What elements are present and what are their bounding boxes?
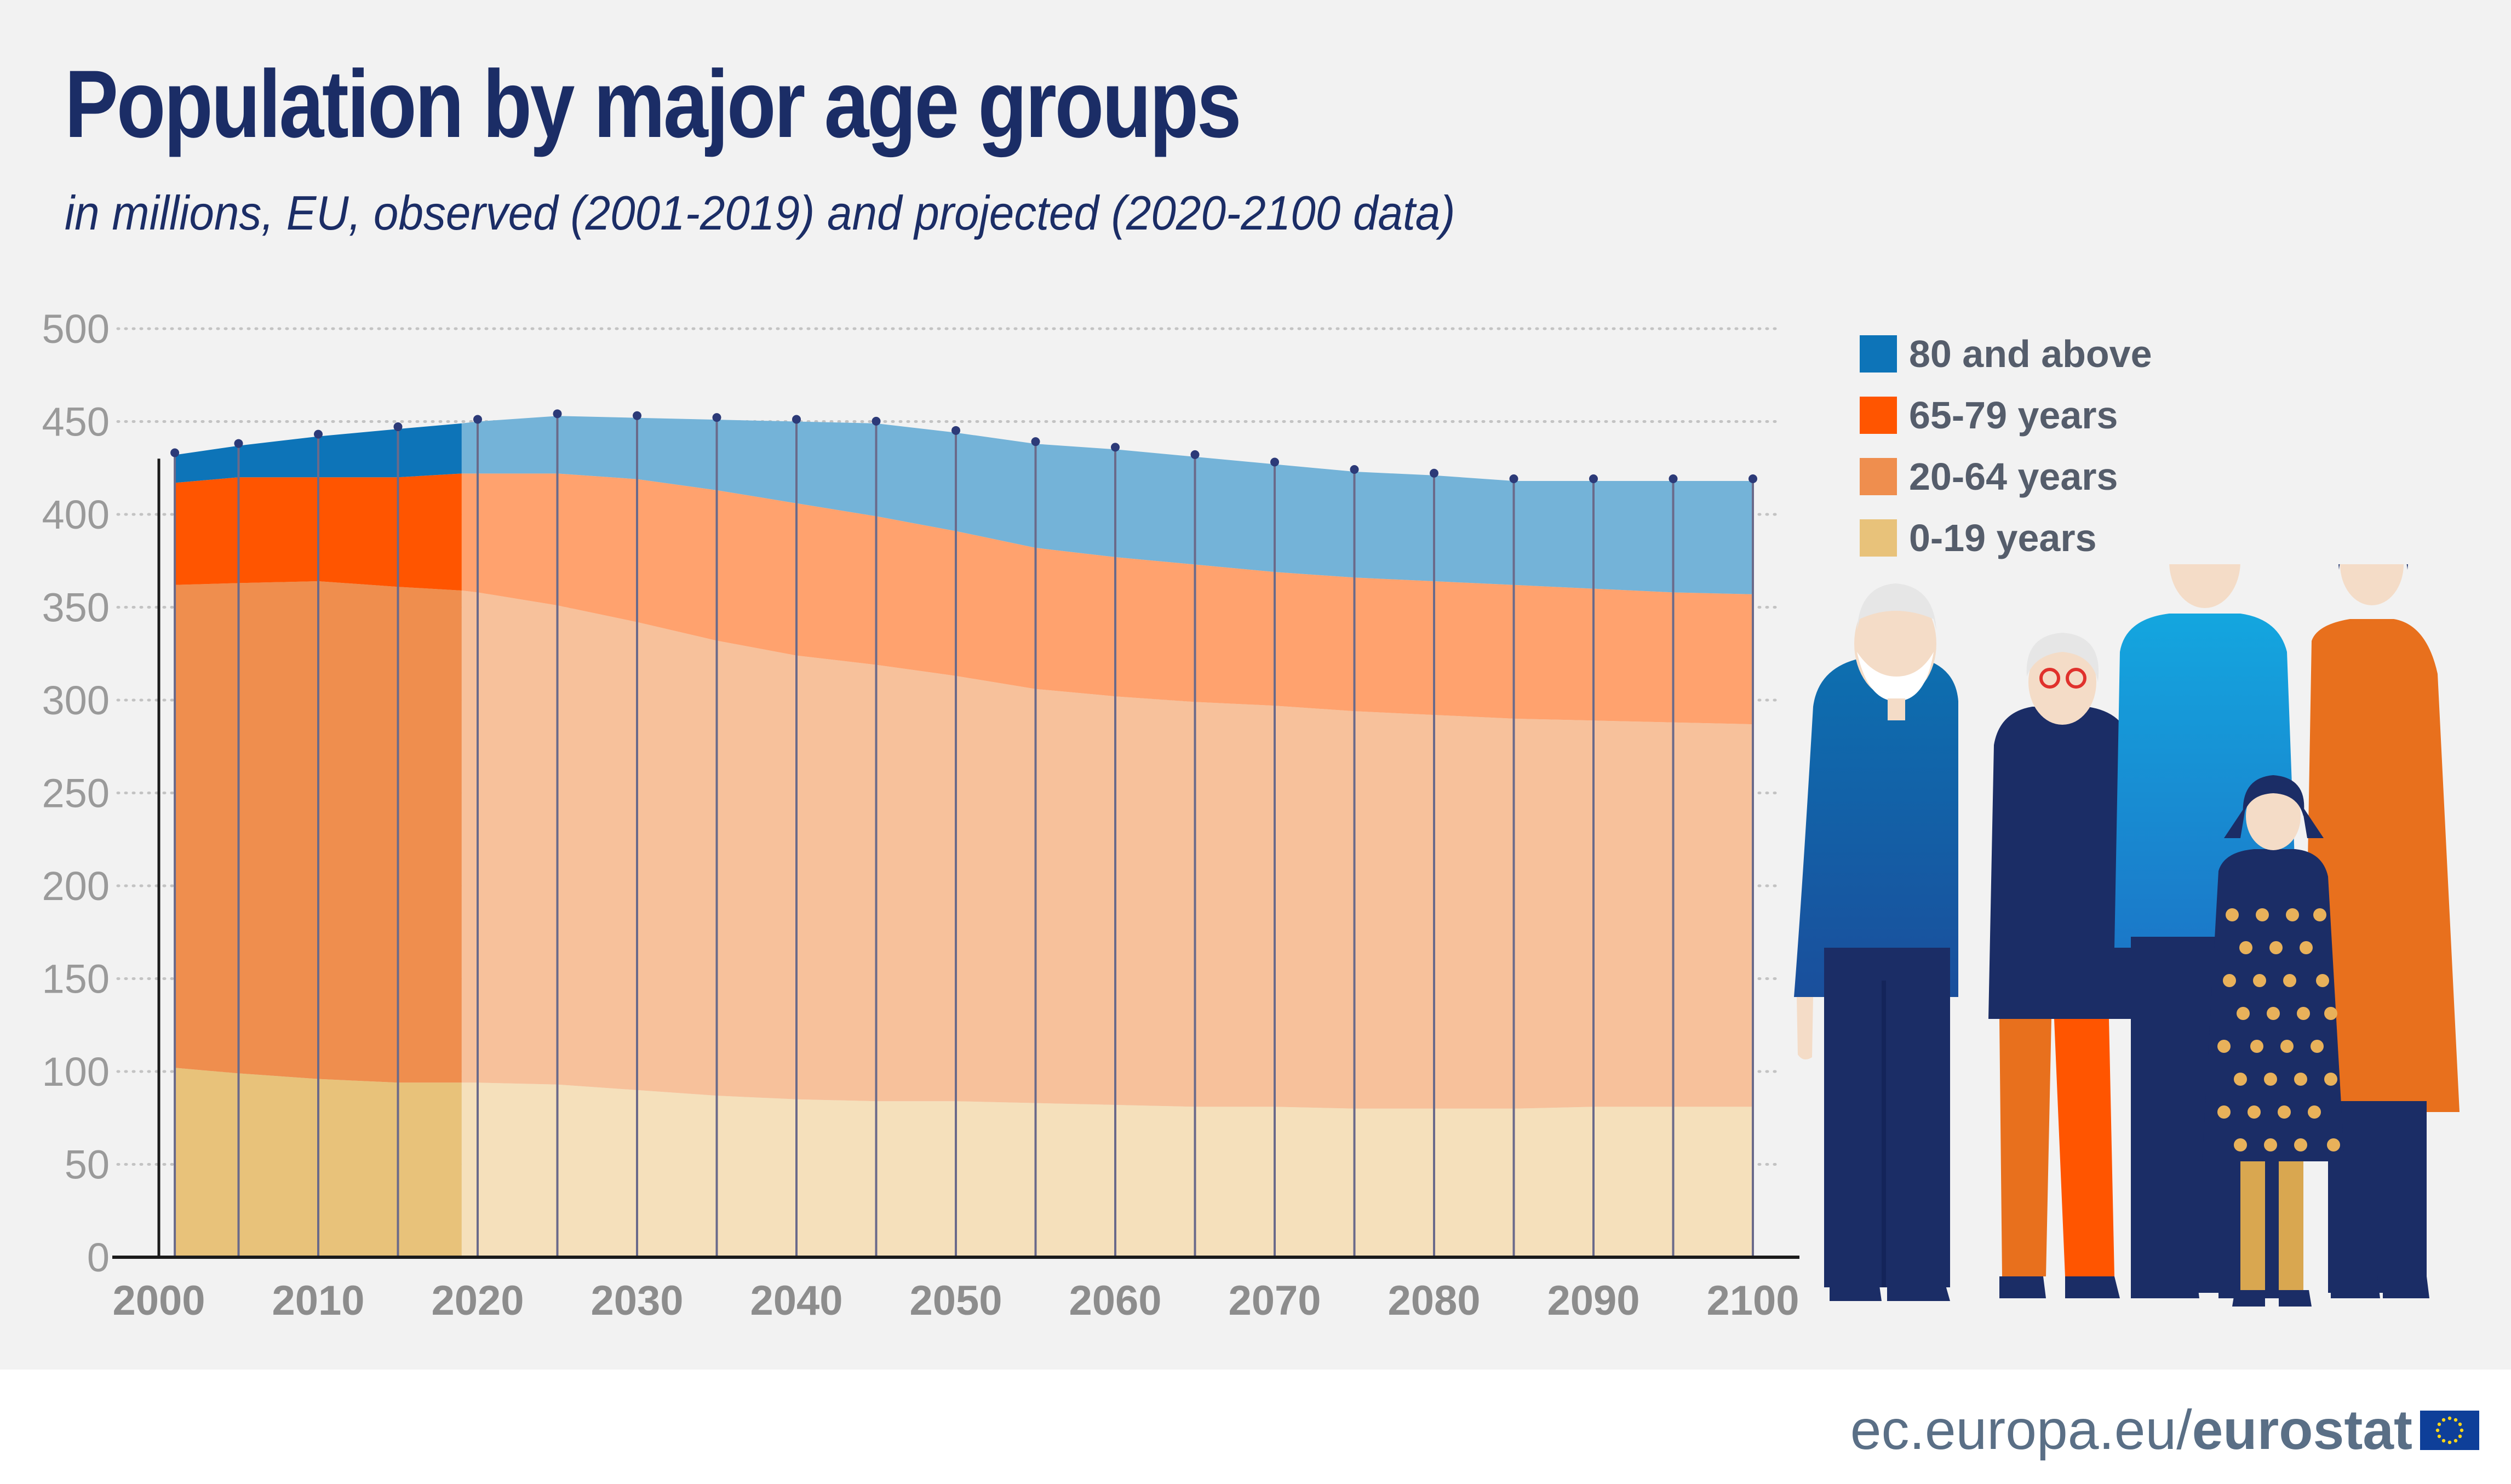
year-marker-dot	[1031, 437, 1040, 446]
year-marker-dot	[473, 415, 482, 424]
x-tick-label: 2080	[1388, 1277, 1480, 1324]
page-subtitle: in millions, EU, observed (2001-2019) an…	[65, 186, 1455, 240]
chart-areas	[175, 416, 1753, 1257]
year-marker-dot	[1350, 465, 1359, 474]
y-tick-label: 400	[42, 492, 110, 537]
area-80-and-above-projected	[461, 416, 1753, 594]
x-tick-label: 2100	[1706, 1277, 1799, 1324]
x-tick-label: 2040	[750, 1277, 842, 1324]
year-marker-dot	[314, 429, 323, 439]
legend-item: 20-64 years	[1860, 446, 2152, 507]
grandmother-figure	[1988, 633, 2136, 1298]
year-marker-dot	[1509, 474, 1518, 483]
footer-brand: eurostat	[2192, 1399, 2412, 1461]
mother-figure	[2303, 564, 2460, 1298]
year-marker-dot	[553, 409, 562, 419]
y-tick-label: 150	[42, 956, 110, 1002]
year-marker-dot	[1270, 457, 1279, 467]
y-tick-label: 450	[42, 399, 110, 445]
area-65-79-years-projected	[461, 473, 1753, 725]
y-tick-label: 250	[42, 771, 110, 816]
year-marker-dot	[1748, 474, 1757, 483]
x-tick-label: 2050	[909, 1277, 1002, 1324]
year-marker-dot	[792, 415, 801, 424]
year-marker-dot	[170, 448, 180, 457]
year-marker-dot	[951, 426, 960, 435]
legend-item: 65-79 years	[1860, 385, 2152, 446]
year-marker-dot	[1190, 450, 1200, 459]
legend-swatch	[1860, 335, 1897, 373]
legend-swatch	[1860, 519, 1897, 557]
legend-label: 65-79 years	[1909, 394, 2118, 437]
year-marker-dot	[712, 413, 721, 422]
legend-item: 80 and above	[1860, 323, 2152, 385]
year-markers	[170, 409, 1757, 1257]
legend-swatch	[1860, 458, 1897, 495]
area-20-64-years-projected	[461, 591, 1753, 1109]
year-marker-dot	[1430, 468, 1438, 478]
y-tick-label: 350	[42, 585, 110, 631]
x-tick-label: 2000	[112, 1277, 205, 1324]
y-tick-labels: 0 50 100 150 200 250 300 350 400 450 500	[42, 306, 110, 1280]
y-tick-label: 300	[42, 678, 110, 723]
year-marker-dot	[1111, 443, 1120, 452]
y-tick-label: 500	[42, 306, 110, 352]
x-tick-label: 2090	[1547, 1277, 1639, 1324]
year-marker-dot	[234, 439, 243, 448]
footer-url[interactable]: ec.europa.eu/	[1850, 1399, 2192, 1461]
eu-flag-icon	[2420, 1410, 2479, 1450]
girl-figure	[2202, 775, 2344, 1307]
legend-label: 80 and above	[1909, 333, 2152, 375]
year-marker-dot	[872, 416, 881, 426]
legend-item: 0-19 years	[1860, 507, 2152, 569]
page-title: Population by major age groups	[65, 51, 1242, 158]
y-tick-label: 50	[65, 1142, 110, 1188]
area-0-19-years-projected	[461, 1082, 1753, 1257]
footer-branding: ec.europa.eu/ eurostat	[1850, 1398, 2479, 1462]
y-tick-label: 100	[42, 1049, 110, 1095]
year-marker-dot	[1589, 474, 1598, 483]
legend-swatch	[1860, 397, 1897, 434]
chart-axes	[112, 459, 1799, 1259]
x-tick-label: 2060	[1069, 1277, 1161, 1324]
y-tick-label: 200	[42, 863, 110, 909]
x-tick-label: 2070	[1228, 1277, 1321, 1324]
year-marker-dot	[393, 422, 403, 432]
legend-label: 0-19 years	[1909, 517, 2097, 559]
y-tick-label: 0	[87, 1235, 110, 1280]
chart-legend: 80 and above 65-79 years 20-64 years 0-19 y…	[1860, 323, 2152, 569]
year-marker-dot	[1669, 474, 1678, 483]
family-illustration	[1794, 564, 2460, 1307]
x-tick-label: 2010	[272, 1277, 364, 1324]
legend-label: 20-64 years	[1909, 455, 2118, 498]
x-tick-labels: 2000 2010 2020 2030 2040 2050 2060 2070 2080 2090…	[112, 1277, 1799, 1324]
x-tick-label: 2030	[591, 1277, 683, 1324]
year-marker-dot	[633, 411, 641, 420]
x-tick-label: 2020	[431, 1277, 524, 1324]
grandfather-figure	[1794, 583, 1958, 1301]
